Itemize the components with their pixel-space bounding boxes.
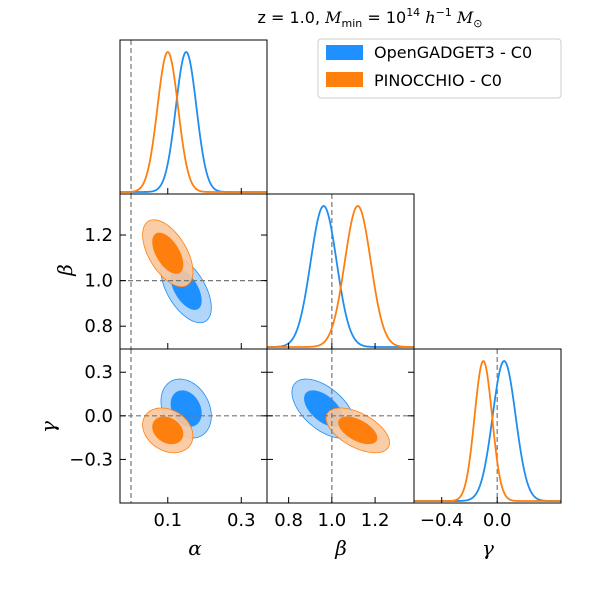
- title-m: M: [324, 8, 342, 27]
- legend-box: [317, 38, 562, 99]
- y-tick-label-gamma: −0.3: [69, 449, 113, 470]
- contour-68-pinocchio-alpha-gamma: [152, 416, 184, 445]
- title-sun: ⊙: [473, 17, 482, 30]
- y-tick-label-gamma: 0.3: [84, 362, 113, 383]
- legend-swatch-pinocchio: [326, 72, 363, 87]
- x-tick-label-beta: 0.8: [274, 510, 303, 531]
- panel-beta: [267, 194, 414, 349]
- marginal-gamma-pinocchio: [414, 360, 561, 502]
- panel-beta-gamma: [267, 349, 414, 503]
- panel-alpha-beta: [120, 194, 267, 349]
- y-tick-label-beta: 1.0: [84, 271, 113, 292]
- panel-alpha-gamma: [120, 349, 267, 503]
- chart-title: z = 1.0, Mmin = 1014 h−1 M⊙: [258, 6, 483, 30]
- title-exp: 14: [406, 6, 420, 19]
- title-hexp: −1: [436, 6, 452, 19]
- y-tick-label-gamma: 0.0: [84, 406, 113, 427]
- title-eq: = 10: [362, 8, 406, 27]
- contour-68-pinocchio-alpha-beta: [152, 232, 184, 274]
- marginal-beta-opengadget3: [267, 205, 414, 348]
- x-label-gamma: γ: [482, 536, 494, 560]
- x-tick-label-beta: 1.2: [361, 510, 390, 531]
- marginal-alpha-opengadget3: [120, 50, 267, 193]
- contour-68-pinocchio-beta-gamma: [338, 416, 378, 445]
- panels-layer: [120, 40, 561, 503]
- panel-beta-frame: [266, 193, 415, 350]
- x-tick-label-beta: 1.0: [318, 510, 347, 531]
- panel-gamma-frame: [413, 348, 562, 504]
- marginal-alpha-pinocchio: [120, 50, 267, 193]
- legend-label-opengadget3: OpenGADGET3 - C0: [374, 43, 532, 62]
- x-label-alpha: α: [188, 536, 202, 560]
- x-tick-label-gamma: −0.4: [420, 510, 464, 531]
- frames-layer: [119, 39, 562, 504]
- panel-alpha-frame: [119, 39, 268, 195]
- x-tick-label-alpha: 0.1: [153, 510, 182, 531]
- panel-alpha: [120, 40, 267, 194]
- legend-label-pinocchio: PINOCCHIO - C0: [374, 71, 502, 90]
- y-tick-label-beta: 0.8: [84, 316, 113, 337]
- tick-labels-layer: 0.1 0.3 0.8 1.0 1.2 −0.4 0.0 0.8 1.0 1.2 0.3 0.0 −0.…: [69, 225, 511, 531]
- x-tick-label-gamma: 0.0: [483, 510, 512, 531]
- title-sub: min: [342, 17, 363, 30]
- legend-swatch-opengadget3: [326, 45, 363, 60]
- y-label-beta: β: [53, 264, 77, 277]
- y-label-gamma: γ: [36, 421, 60, 433]
- title-h: h: [420, 8, 435, 27]
- title-lead: z = 1.0,: [258, 8, 326, 27]
- panel-gamma: [414, 349, 561, 503]
- y-tick-label-beta: 1.2: [84, 225, 113, 246]
- marginal-beta-pinocchio: [267, 205, 414, 348]
- title-msun: M: [452, 8, 474, 27]
- x-tick-label-alpha: 0.3: [227, 510, 256, 531]
- x-label-beta: β: [334, 536, 347, 560]
- legend: OpenGADGET3 - C0 PINOCCHIO - C0: [317, 38, 562, 99]
